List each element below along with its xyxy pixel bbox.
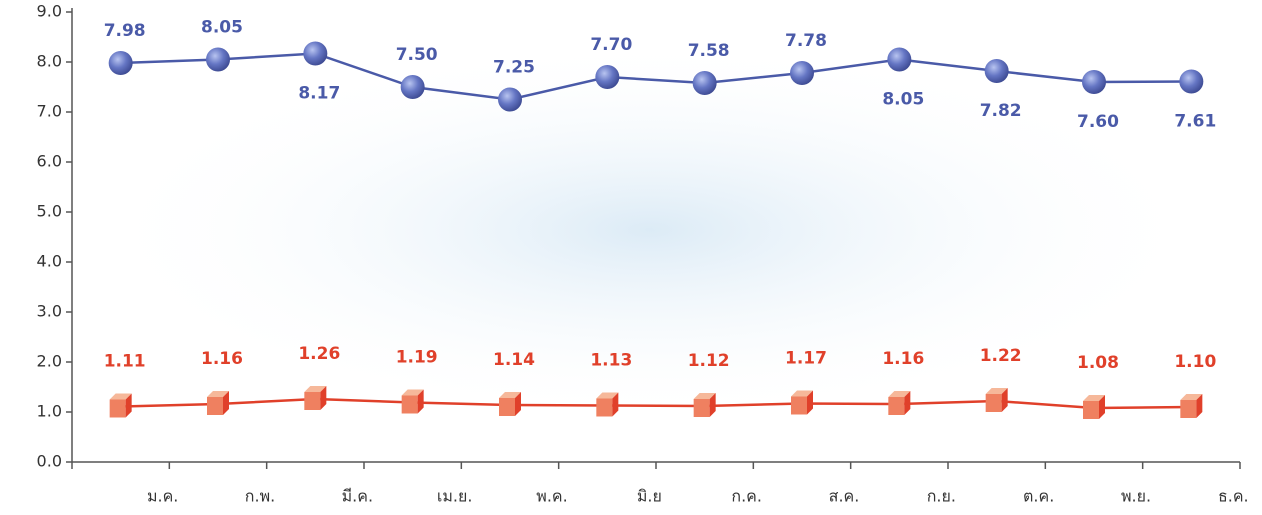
x-tick-label: ก.พ. — [245, 487, 275, 506]
y-tick-label: 4.0 — [37, 252, 62, 271]
point — [790, 61, 814, 85]
series-line — [120, 52, 1192, 101]
y-tick-label: 8.0 — [37, 52, 62, 71]
x-tick-label: มิ.ย — [637, 487, 662, 506]
point — [596, 392, 619, 417]
value-label: 7.60 — [1077, 112, 1119, 132]
value-label: 7.25 — [493, 58, 535, 78]
x-tick-label: พ.ค. — [536, 487, 567, 506]
value-label: 7.78 — [785, 31, 827, 51]
value-label: 1.26 — [298, 344, 340, 364]
x-tick-label: ส.ค. — [829, 487, 860, 506]
value-label: 1.12 — [688, 351, 730, 371]
y-tick-label: 2.0 — [37, 352, 62, 371]
y-tick-label: 5.0 — [37, 202, 62, 221]
point — [1082, 70, 1106, 94]
value-label: 7.82 — [980, 101, 1022, 121]
point — [206, 47, 230, 72]
x-tick-label: เม.ย. — [437, 487, 473, 506]
point — [108, 51, 133, 75]
y-tick-label: 0.0 — [37, 452, 62, 471]
value-label: 1.16 — [201, 349, 243, 369]
x-tick-label: พ.ย. — [1121, 487, 1151, 506]
value-label: 7.70 — [590, 35, 632, 55]
background — [90, 40, 1210, 420]
point — [985, 388, 1008, 412]
point — [109, 393, 132, 418]
point — [595, 65, 620, 89]
point — [693, 393, 716, 417]
value-label: 1.08 — [1077, 353, 1119, 373]
point — [401, 389, 424, 414]
value-label: 1.13 — [590, 351, 632, 371]
point — [1083, 395, 1105, 419]
point — [304, 386, 327, 410]
point — [207, 391, 229, 415]
value-label: 7.50 — [396, 45, 438, 65]
value-label: 7.61 — [1174, 112, 1216, 132]
value-label: 1.16 — [882, 349, 924, 369]
series-line — [120, 397, 1192, 410]
point — [303, 41, 328, 66]
value-label: 8.17 — [298, 84, 340, 104]
value-label: 1.19 — [396, 348, 438, 368]
y-tick-label: 9.0 — [37, 2, 62, 21]
point — [791, 390, 813, 415]
point — [400, 75, 425, 99]
value-label: 1.17 — [785, 349, 827, 369]
point — [1179, 69, 1204, 94]
point — [888, 391, 911, 415]
value-label: 8.05 — [201, 18, 243, 38]
x-tick-label: มี.ค. — [342, 487, 373, 506]
point — [692, 71, 717, 95]
y-tick-label: 7.0 — [37, 102, 62, 121]
point — [499, 392, 521, 416]
value-label: 1.10 — [1174, 352, 1216, 372]
value-label: 8.05 — [882, 90, 924, 110]
x-tick-label: ต.ค. — [1023, 487, 1054, 506]
value-label: 7.58 — [688, 41, 730, 61]
value-label: 7.98 — [104, 21, 146, 41]
y-tick-label: 3.0 — [37, 302, 62, 321]
point — [1180, 394, 1203, 418]
value-label: 1.22 — [980, 346, 1022, 366]
value-label: 1.11 — [104, 352, 146, 372]
x-tick-label: ม.ค. — [147, 487, 178, 506]
x-tick-label: ก.ย. — [927, 487, 956, 506]
y-tick-label: 1.0 — [37, 402, 62, 421]
value-label: 1.14 — [493, 350, 535, 370]
x-tick-label: ธ.ค. — [1218, 487, 1249, 506]
y-tick-label: 6.0 — [37, 152, 62, 171]
x-tick-label: ก.ค. — [731, 487, 762, 506]
point — [887, 47, 912, 72]
point — [984, 59, 1009, 83]
point — [498, 87, 522, 112]
